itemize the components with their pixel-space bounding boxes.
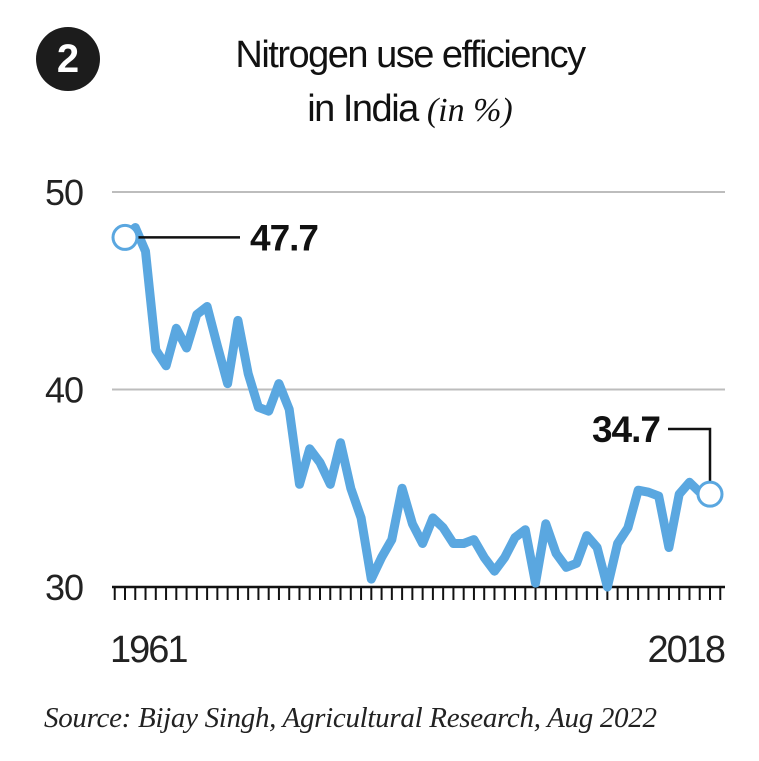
data-point <box>227 383 229 385</box>
series-line-nitrogen-use-efficiency <box>120 223 715 592</box>
data-point <box>668 547 670 549</box>
annotation-label-start: 47.7 <box>250 217 318 258</box>
chart-title-line2: in India (in %) <box>140 82 680 138</box>
annotation-marker-end <box>696 480 724 508</box>
data-point <box>422 543 424 545</box>
data-point <box>329 483 331 485</box>
chart-title-line2-text: in India <box>307 88 419 130</box>
data-point <box>452 543 454 545</box>
data-point <box>688 481 690 483</box>
data-point <box>411 523 413 525</box>
data-point <box>268 410 270 412</box>
data-point <box>514 537 516 539</box>
data-point <box>257 406 259 408</box>
data-point <box>155 349 157 351</box>
data-point <box>627 527 629 529</box>
data-point <box>483 556 485 558</box>
data-point <box>647 491 649 493</box>
data-point <box>350 487 352 489</box>
annotation-marker-start <box>111 223 139 251</box>
annotation-label-end: 34.7 <box>592 409 660 450</box>
data-point <box>442 527 444 529</box>
data-point <box>617 543 619 545</box>
chart-number-badge: 2 <box>36 27 100 91</box>
data-point <box>309 448 311 450</box>
chart-title-line1: Nitrogen use efficiency <box>235 34 586 76</box>
chart-title-unit: (in %) <box>426 92 513 129</box>
data-point <box>524 529 526 531</box>
source-note: Source: Bijay Singh, Agricultural Resear… <box>44 702 657 734</box>
data-point <box>175 327 177 329</box>
data-point <box>186 347 188 349</box>
data-point <box>288 408 290 410</box>
data-point <box>381 556 383 558</box>
data-point <box>360 517 362 519</box>
data-point <box>237 319 239 321</box>
data-point <box>278 383 280 385</box>
data-point <box>206 306 208 308</box>
data-point <box>463 543 465 545</box>
chart-title: Nitrogen use efficiency in India (in %) <box>140 28 680 138</box>
annotation-leader-end <box>668 427 712 483</box>
data-point <box>637 489 639 491</box>
data-point <box>586 535 588 537</box>
data-point <box>391 539 393 541</box>
data-point <box>165 365 167 367</box>
data-point <box>432 517 434 519</box>
data-point <box>401 487 403 489</box>
data-point <box>555 552 557 554</box>
line-chart: 30 40 50 1961 2018 47.7 34.7 <box>45 172 727 671</box>
data-point <box>606 586 608 588</box>
data-point <box>596 547 598 549</box>
data-point <box>658 495 660 497</box>
data-point <box>145 250 147 252</box>
x-tick-label-start: 1961 <box>110 629 187 671</box>
data-point <box>473 539 475 541</box>
data-point <box>576 562 578 564</box>
data-point <box>216 345 218 347</box>
data-point <box>678 493 680 495</box>
y-tick-label-50: 50 <box>45 172 83 213</box>
data-point <box>535 582 537 584</box>
data-point <box>493 570 495 572</box>
x-tick-label-end: 2018 <box>647 629 724 671</box>
data-point <box>319 462 321 464</box>
y-tick-label-40: 40 <box>45 370 83 411</box>
data-point <box>504 556 506 558</box>
data-point <box>370 578 372 580</box>
data-point <box>340 442 342 444</box>
y-tick-label-30: 30 <box>45 567 83 608</box>
data-point <box>565 566 567 568</box>
data-point <box>247 373 249 375</box>
data-point <box>298 483 300 485</box>
data-point <box>545 523 547 525</box>
data-point <box>196 313 198 315</box>
